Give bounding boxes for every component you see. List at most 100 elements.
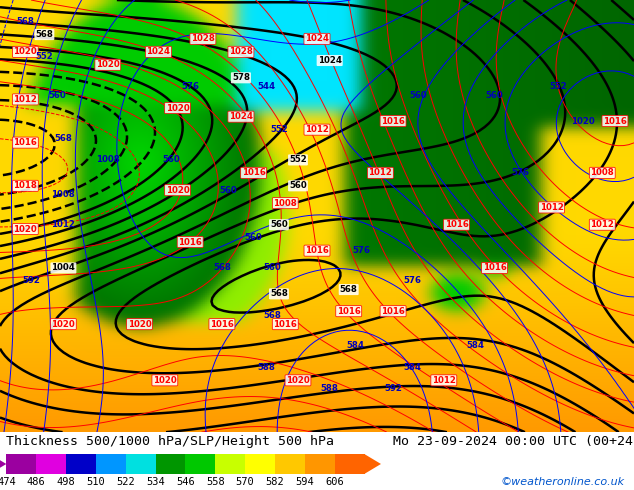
Bar xyxy=(185,454,216,474)
Text: 588: 588 xyxy=(321,385,339,393)
Text: 1024: 1024 xyxy=(318,56,342,65)
Text: Thickness 500/1000 hPa/SLP/Height 500 hPa: Thickness 500/1000 hPa/SLP/Height 500 hP… xyxy=(6,435,334,448)
Text: 522: 522 xyxy=(117,477,135,487)
Text: 1028: 1028 xyxy=(229,48,253,56)
Text: 1020: 1020 xyxy=(153,376,177,385)
Text: 1016: 1016 xyxy=(305,246,329,255)
Text: 1008: 1008 xyxy=(590,169,614,177)
Text: 560: 560 xyxy=(48,91,66,99)
Text: 560: 560 xyxy=(245,233,262,242)
Text: 1016: 1016 xyxy=(444,220,469,229)
Text: 1016: 1016 xyxy=(482,264,507,272)
Bar xyxy=(216,454,245,474)
Text: 568: 568 xyxy=(16,17,34,26)
Text: 578: 578 xyxy=(232,74,250,82)
Text: 1016: 1016 xyxy=(13,138,37,147)
Bar xyxy=(305,454,335,474)
Text: 1012: 1012 xyxy=(13,95,37,104)
Text: 1012: 1012 xyxy=(305,125,329,134)
Text: 560: 560 xyxy=(264,264,281,272)
Text: 1020: 1020 xyxy=(96,60,120,69)
Text: 1016: 1016 xyxy=(603,117,627,125)
Bar xyxy=(36,454,66,474)
Text: 560: 560 xyxy=(410,91,427,99)
Text: 1024: 1024 xyxy=(229,112,253,121)
Text: 582: 582 xyxy=(266,477,285,487)
Text: 592: 592 xyxy=(23,276,41,285)
Text: 1020: 1020 xyxy=(127,319,152,329)
Text: 1016: 1016 xyxy=(337,307,361,316)
Text: 576: 576 xyxy=(403,276,421,285)
Bar xyxy=(6,454,36,474)
Text: 560: 560 xyxy=(219,186,237,195)
Text: 1020: 1020 xyxy=(13,48,37,56)
Text: 552: 552 xyxy=(270,125,288,134)
Text: 534: 534 xyxy=(146,477,165,487)
Text: 576: 576 xyxy=(511,169,529,177)
Text: 1020: 1020 xyxy=(165,103,190,113)
Bar xyxy=(275,454,305,474)
Text: 1020: 1020 xyxy=(571,117,595,125)
Text: 568: 568 xyxy=(36,30,53,39)
Text: 546: 546 xyxy=(176,477,195,487)
Text: 606: 606 xyxy=(325,477,344,487)
Text: 568: 568 xyxy=(213,264,231,272)
Text: 474: 474 xyxy=(0,477,16,487)
Text: 1020: 1020 xyxy=(286,376,310,385)
Text: 1020: 1020 xyxy=(13,224,37,234)
Text: 1004: 1004 xyxy=(51,264,75,272)
Text: 544: 544 xyxy=(257,82,275,91)
Text: 1024: 1024 xyxy=(146,48,171,56)
Text: 1018: 1018 xyxy=(13,181,37,190)
Text: ©weatheronline.co.uk: ©weatheronline.co.uk xyxy=(500,477,624,487)
Text: 486: 486 xyxy=(27,477,46,487)
Text: 1016: 1016 xyxy=(273,319,297,329)
Text: 568: 568 xyxy=(55,134,72,143)
Text: 594: 594 xyxy=(295,477,314,487)
Text: 568: 568 xyxy=(270,290,288,298)
Text: 560: 560 xyxy=(162,155,180,165)
Text: 552: 552 xyxy=(289,155,307,165)
Bar xyxy=(66,454,96,474)
Text: 584: 584 xyxy=(467,341,484,350)
Text: 1020: 1020 xyxy=(165,186,190,195)
Text: 1008: 1008 xyxy=(96,155,120,165)
Text: 1012: 1012 xyxy=(540,203,564,212)
Text: 560: 560 xyxy=(486,91,503,99)
Text: 1008: 1008 xyxy=(51,190,75,199)
Text: 1020: 1020 xyxy=(51,319,75,329)
Text: 568: 568 xyxy=(264,311,281,320)
Text: 592: 592 xyxy=(384,385,402,393)
Bar xyxy=(245,454,275,474)
Bar xyxy=(126,454,155,474)
Text: 1024: 1024 xyxy=(305,34,329,44)
Text: 1016: 1016 xyxy=(210,319,234,329)
Bar xyxy=(96,454,126,474)
Text: 568: 568 xyxy=(340,285,358,294)
Text: 552: 552 xyxy=(36,51,53,61)
Polygon shape xyxy=(365,454,381,474)
Text: 560: 560 xyxy=(289,181,307,190)
Text: 1016: 1016 xyxy=(178,238,202,246)
Text: Mo 23-09-2024 00:00 UTC (00+24): Mo 23-09-2024 00:00 UTC (00+24) xyxy=(393,435,634,448)
Text: 576: 576 xyxy=(353,246,370,255)
Text: 584: 584 xyxy=(346,341,364,350)
Text: 1016: 1016 xyxy=(381,307,405,316)
Text: 576: 576 xyxy=(181,82,199,91)
Text: 584: 584 xyxy=(403,363,421,372)
Text: 558: 558 xyxy=(206,477,224,487)
Text: 560: 560 xyxy=(270,220,288,229)
Bar xyxy=(335,454,365,474)
Text: 1012: 1012 xyxy=(51,220,75,229)
Polygon shape xyxy=(0,454,6,474)
Text: 1012: 1012 xyxy=(590,220,614,229)
Text: 1016: 1016 xyxy=(242,169,266,177)
Text: 498: 498 xyxy=(56,477,75,487)
Bar xyxy=(155,454,185,474)
Text: 570: 570 xyxy=(236,477,254,487)
Text: 1028: 1028 xyxy=(191,34,215,44)
Text: 1012: 1012 xyxy=(368,169,392,177)
Text: 1016: 1016 xyxy=(381,117,405,125)
Text: 1012: 1012 xyxy=(432,376,456,385)
Text: 588: 588 xyxy=(257,363,275,372)
